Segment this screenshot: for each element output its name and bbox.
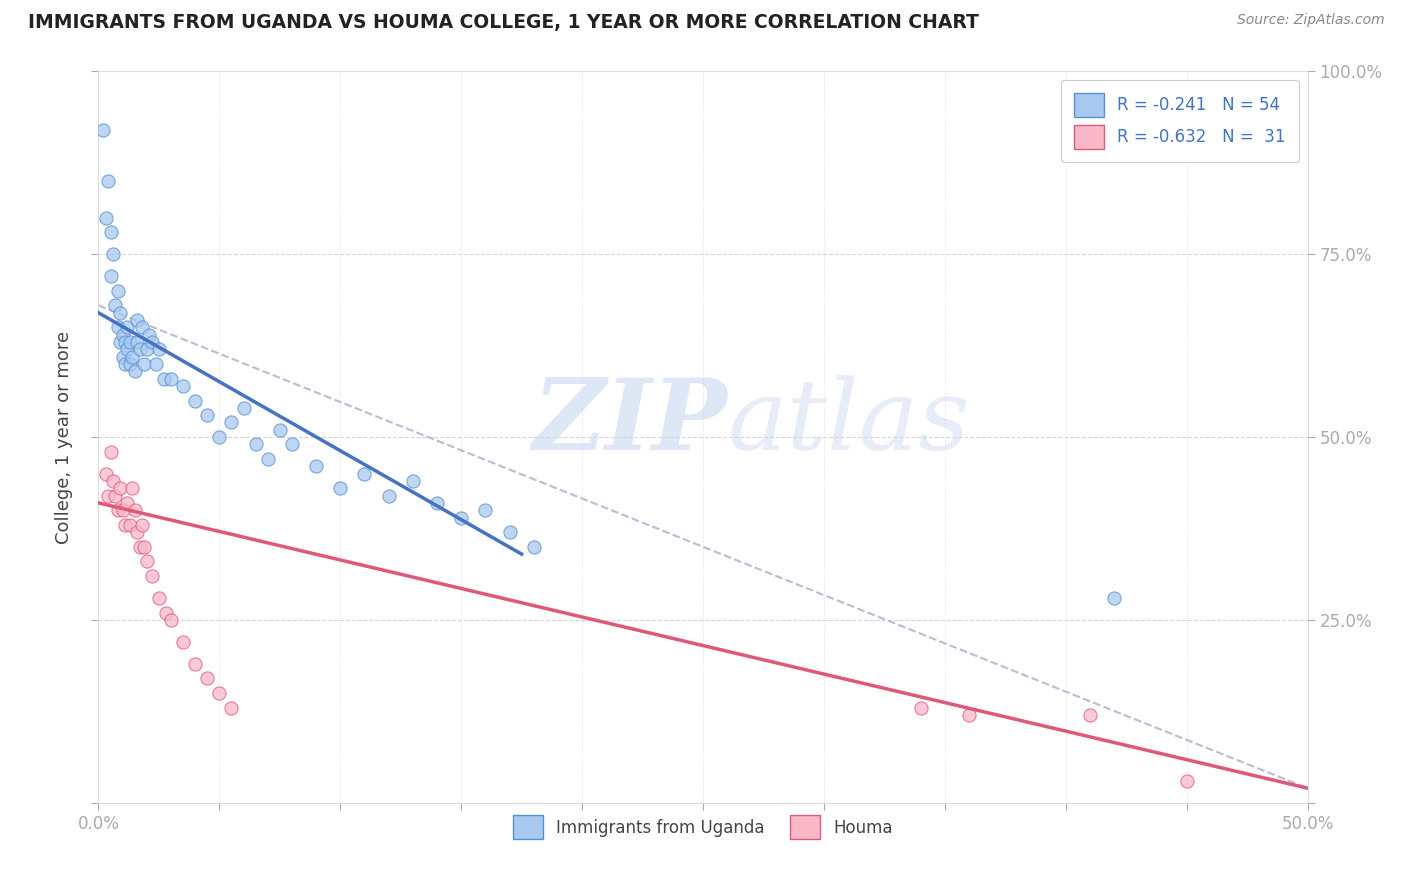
Point: [329, 481, 352, 495]
Point: [426, 496, 449, 510]
Text: IMMIGRANTS FROM UGANDA VS HOUMA COLLEGE, 1 YEAR OR MORE CORRELATION CHART: IMMIGRANTS FROM UGANDA VS HOUMA COLLEGE,…: [28, 13, 979, 32]
Point: [107, 320, 129, 334]
Point: [97, 174, 120, 188]
Point: [208, 686, 231, 700]
Point: [114, 517, 136, 532]
Legend: Immigrants from Uganda, Houma: Immigrants from Uganda, Houma: [506, 809, 900, 846]
Point: [245, 437, 267, 451]
Point: [100, 269, 122, 284]
Point: [184, 393, 207, 408]
Point: [1102, 591, 1125, 605]
Text: atlas: atlas: [727, 375, 970, 470]
Point: [135, 554, 157, 568]
Point: [281, 437, 304, 451]
Point: [269, 423, 291, 437]
Point: [117, 320, 139, 334]
Point: [135, 343, 157, 357]
Point: [232, 401, 254, 415]
Point: [107, 503, 129, 517]
Point: [108, 334, 131, 349]
Point: [957, 708, 980, 723]
Point: [195, 672, 218, 686]
Point: [256, 452, 278, 467]
Point: [221, 700, 243, 714]
Point: [134, 540, 156, 554]
Point: [100, 444, 122, 458]
Point: [152, 371, 174, 385]
Point: [91, 123, 114, 137]
Point: [100, 225, 122, 239]
Text: Source: ZipAtlas.com: Source: ZipAtlas.com: [1237, 13, 1385, 28]
Point: [101, 247, 124, 261]
Point: [131, 517, 153, 532]
Point: [118, 357, 141, 371]
Point: [107, 284, 129, 298]
Point: [118, 517, 141, 532]
Point: [160, 371, 183, 385]
Point: [111, 327, 134, 342]
Point: [124, 364, 146, 378]
Point: [1078, 708, 1101, 723]
Point: [118, 334, 141, 349]
Point: [104, 298, 127, 312]
Point: [148, 591, 170, 605]
Point: [377, 489, 399, 503]
Point: [114, 334, 136, 349]
Point: [111, 350, 134, 364]
Point: [141, 334, 163, 349]
Point: [305, 459, 328, 474]
Point: [114, 357, 136, 371]
Point: [148, 343, 170, 357]
Point: [172, 635, 194, 649]
Point: [172, 379, 194, 393]
Point: [127, 334, 149, 349]
Point: [128, 540, 150, 554]
Point: [195, 408, 218, 422]
Point: [124, 503, 146, 517]
Point: [208, 430, 231, 444]
Point: [117, 496, 139, 510]
Point: [523, 540, 546, 554]
Point: [117, 343, 139, 357]
Point: [402, 474, 425, 488]
Point: [121, 350, 143, 364]
Point: [127, 525, 149, 540]
Point: [108, 481, 131, 495]
Point: [134, 357, 156, 371]
Point: [498, 525, 520, 540]
Text: ZIP: ZIP: [533, 375, 727, 471]
Point: [141, 569, 163, 583]
Point: [221, 416, 243, 430]
Point: [145, 357, 167, 371]
Point: [184, 657, 207, 671]
Point: [127, 313, 149, 327]
Point: [1175, 773, 1198, 788]
Point: [121, 481, 143, 495]
Point: [128, 343, 150, 357]
Point: [474, 503, 496, 517]
Point: [97, 489, 120, 503]
Point: [111, 503, 134, 517]
Point: [131, 320, 153, 334]
Point: [104, 489, 127, 503]
Point: [101, 474, 124, 488]
Y-axis label: College, 1 year or more: College, 1 year or more: [55, 331, 73, 543]
Point: [108, 306, 131, 320]
Point: [160, 613, 183, 627]
Point: [138, 327, 160, 342]
Point: [94, 211, 117, 225]
Point: [94, 467, 117, 481]
Point: [155, 606, 177, 620]
Point: [353, 467, 375, 481]
Point: [910, 700, 932, 714]
Point: [450, 510, 472, 524]
